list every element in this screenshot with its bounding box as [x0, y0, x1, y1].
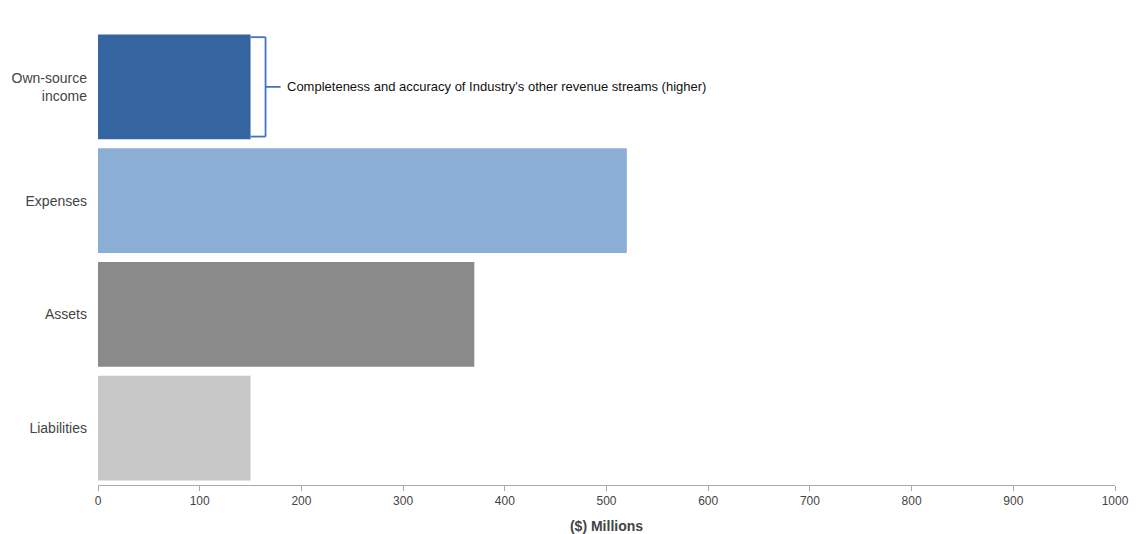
svg-text:Completeness and accuracy of I: Completeness and accuracy of Industry's … — [287, 79, 706, 94]
svg-text:($) Millions: ($) Millions — [570, 518, 643, 534]
svg-text:1000: 1000 — [1102, 494, 1129, 508]
svg-text:400: 400 — [495, 494, 515, 508]
svg-text:500: 500 — [596, 494, 616, 508]
svg-text:600: 600 — [698, 494, 718, 508]
svg-text:Own-sourceincome: Own-sourceincome — [12, 70, 88, 104]
svg-text:800: 800 — [902, 494, 922, 508]
svg-text:700: 700 — [800, 494, 820, 508]
svg-text:Expenses: Expenses — [26, 193, 87, 209]
svg-text:300: 300 — [393, 494, 413, 508]
svg-text:900: 900 — [1003, 494, 1023, 508]
svg-text:0: 0 — [95, 494, 102, 508]
svg-text:100: 100 — [190, 494, 210, 508]
svg-text:Liabilities: Liabilities — [29, 420, 87, 436]
svg-text:Assets: Assets — [45, 306, 87, 322]
svg-text:200: 200 — [291, 494, 311, 508]
